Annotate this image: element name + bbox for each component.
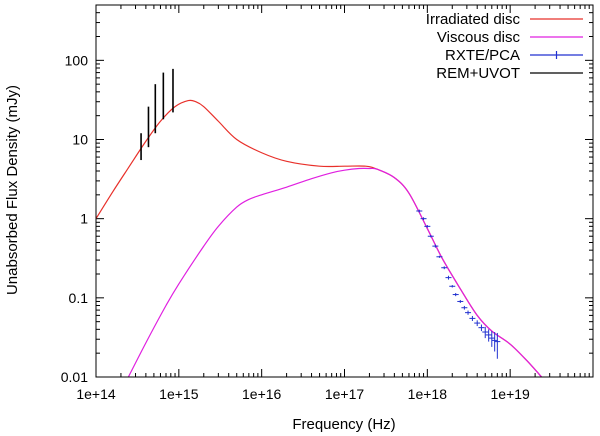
series-rxte-pca-point bbox=[441, 266, 448, 270]
series-rxte-pca-point bbox=[427, 235, 434, 238]
series-rxte-pca-point bbox=[478, 324, 485, 332]
legend-label-irradiated-disc: Irradiated disc bbox=[426, 11, 521, 28]
series-rxte-pca-point bbox=[449, 285, 456, 288]
legend-label-viscous-disc: Viscous disc bbox=[437, 29, 521, 46]
x-tick-label: 1e+15 bbox=[159, 386, 199, 402]
series-rxte-pca-point bbox=[485, 329, 492, 342]
series-rxte-pca-point bbox=[445, 275, 452, 280]
series-viscous-disc-line bbox=[127, 167, 543, 377]
series-layer bbox=[96, 68, 543, 377]
x-tick-label: 1e+14 bbox=[76, 386, 116, 402]
series-rxte-pca-point bbox=[488, 331, 495, 347]
series-rxte-pca-point bbox=[424, 225, 431, 228]
series-irradiated-disc-line bbox=[96, 99, 543, 377]
y-tick-label: 10 bbox=[72, 132, 88, 148]
series-rxte-pca-point bbox=[461, 305, 468, 310]
series-rxte-pca-point bbox=[465, 310, 472, 315]
y-tick-label: 100 bbox=[65, 52, 89, 68]
series-rxte-pca-point bbox=[432, 244, 439, 248]
series-rxte-pca-point bbox=[416, 209, 423, 213]
y-tick-label: 1 bbox=[80, 211, 88, 227]
series-rxte-pca-point bbox=[469, 315, 476, 321]
series-rxte-pca-point bbox=[474, 320, 481, 327]
plot-frame bbox=[95, 4, 594, 378]
y-tick-label: 0.1 bbox=[69, 290, 89, 306]
legend-label-rem-uvot: REM+UVOT bbox=[436, 65, 520, 82]
x-tick-label: 1e+18 bbox=[408, 386, 448, 402]
x-axis-title: Frequency (Hz) bbox=[292, 416, 395, 433]
series-rxte-pca-point bbox=[457, 299, 464, 304]
legend-label-rxte-pca: RXTE/PCA bbox=[445, 47, 520, 64]
series-rxte-pca-point bbox=[452, 293, 459, 297]
y-tick-label: 0.01 bbox=[61, 369, 88, 385]
series-rxte-pca-point bbox=[436, 255, 443, 258]
series-rxte-pca-point bbox=[482, 326, 489, 339]
y-tick-labels: 0.01 0.1 1 10 100 bbox=[61, 52, 88, 385]
x-tick-label: 1e+19 bbox=[491, 386, 531, 402]
series-rxte-pca-point bbox=[494, 332, 501, 359]
x-tick-label: 1e+17 bbox=[325, 386, 365, 402]
y-axis-title: Unabsorbed Flux Density (mJy) bbox=[4, 85, 21, 295]
tick-marks bbox=[95, 5, 593, 378]
x-tick-label: 1e+16 bbox=[242, 386, 282, 402]
x-tick-labels: 1e+14 1e+15 1e+16 1e+17 1e+18 1e+19 bbox=[76, 386, 530, 402]
series-rxte-pca-point bbox=[420, 217, 427, 221]
